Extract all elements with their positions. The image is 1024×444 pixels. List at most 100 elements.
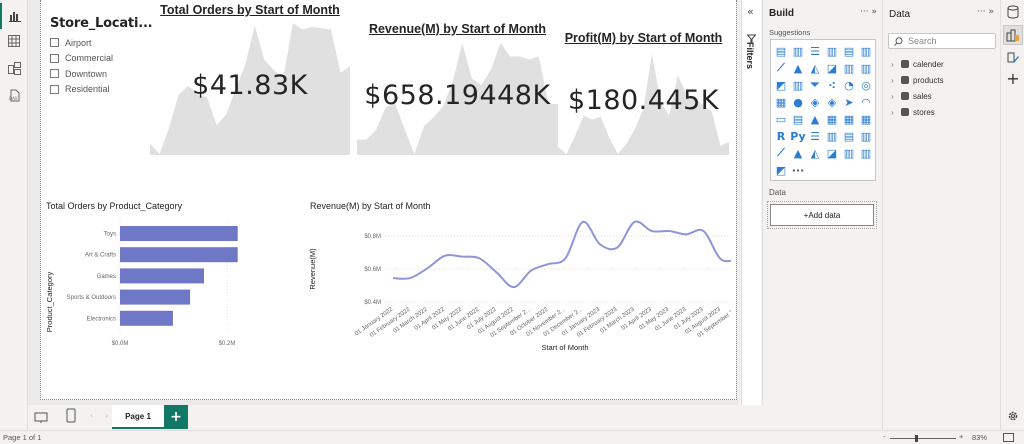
pie-visual-icon[interactable]: ◔ bbox=[844, 78, 854, 92]
gauge-visual-icon[interactable]: ◠ bbox=[861, 95, 871, 109]
kpi-card-profit[interactable]: Profit(M) by Start of Month $180.445K bbox=[558, 0, 729, 155]
donut-visual-icon[interactable]: ◎ bbox=[861, 78, 871, 92]
slicer-option-residential[interactable]: Residential bbox=[50, 82, 152, 98]
previous-page-arrow[interactable]: ‹ bbox=[90, 411, 94, 420]
data-more-options[interactable]: ··· » bbox=[977, 7, 994, 17]
checkbox[interactable] bbox=[50, 53, 59, 63]
stacked-column-visual-icon[interactable]: ▥ bbox=[792, 44, 804, 58]
chevron-right-icon[interactable]: › bbox=[891, 91, 894, 101]
ribbon-visual-icon[interactable]: ◩ bbox=[775, 78, 787, 92]
double-chevron-right-icon[interactable]: » bbox=[871, 7, 877, 17]
funnel-visual-icon[interactable]: ⏷ bbox=[810, 78, 820, 91]
kpi-card-total-orders[interactable]: Total Orders by Start of Month $41.83K bbox=[150, 0, 350, 155]
filled-map-visual-icon[interactable]: ◈ bbox=[810, 95, 820, 109]
table-item-products[interactable]: › products bbox=[891, 75, 944, 85]
data-pane-toggle[interactable] bbox=[1003, 2, 1023, 22]
checkbox[interactable] bbox=[50, 84, 59, 94]
trophy-visual-icon[interactable]: ⟋ bbox=[777, 146, 785, 159]
bar[interactable] bbox=[120, 247, 238, 263]
bar[interactable] bbox=[120, 310, 173, 326]
kpi-visual-icon[interactable]: ▲ bbox=[810, 112, 820, 126]
clustered-column-visual-icon[interactable]: ▥ bbox=[826, 44, 838, 58]
power-apps-visual-icon[interactable]: ◭ bbox=[810, 146, 820, 160]
100-bar-visual-icon[interactable]: ▤ bbox=[843, 44, 855, 58]
R-visual-icon[interactable]: R bbox=[776, 129, 786, 143]
line-clustered-visual-icon[interactable]: ▥ bbox=[860, 61, 872, 75]
more-visual-icon[interactable]: ··· bbox=[791, 163, 805, 177]
desktop-layout-button[interactable] bbox=[34, 409, 48, 432]
line-visual-icon[interactable]: ⟋ bbox=[777, 61, 785, 74]
double-chevron-right-icon[interactable]: » bbox=[988, 7, 994, 17]
slicer-option-downtown[interactable]: Downtown bbox=[50, 66, 152, 82]
chevron-right-icon[interactable]: › bbox=[891, 59, 894, 69]
table-item-sales[interactable]: › sales bbox=[891, 91, 932, 101]
line-column-visual-icon[interactable]: ▥ bbox=[843, 61, 855, 75]
treemap-visual-icon[interactable]: ▦ bbox=[775, 95, 787, 109]
build-more-options[interactable]: ··· » bbox=[860, 7, 877, 17]
report-view-button[interactable] bbox=[0, 3, 28, 29]
settings-gear-icon[interactable] bbox=[1003, 406, 1023, 426]
waterfall-visual-icon[interactable]: ▥ bbox=[792, 78, 804, 92]
zoom-slider[interactable] bbox=[890, 435, 956, 442]
map-visual-icon[interactable]: ● bbox=[793, 95, 803, 109]
table-visual-icon[interactable]: ▦ bbox=[843, 112, 855, 126]
page-tab-page-1[interactable]: Page 1 bbox=[112, 405, 164, 429]
add-data-button[interactable]: +Add data bbox=[767, 201, 877, 229]
more-visuals-visual-icon[interactable]: ◩ bbox=[775, 163, 787, 177]
fit-to-page-button[interactable] bbox=[1003, 433, 1014, 444]
revenue-line[interactable] bbox=[392, 220, 731, 289]
area-visual-icon[interactable]: ▲ bbox=[793, 61, 803, 75]
build-pane-toggle[interactable] bbox=[1003, 25, 1023, 45]
checkbox[interactable] bbox=[50, 38, 59, 48]
dax-query-view-button[interactable]: DAX bbox=[0, 82, 28, 108]
qa-visual-icon[interactable]: ▤ bbox=[843, 129, 855, 143]
Py-visual-icon[interactable]: Py bbox=[790, 129, 806, 143]
mobile-layout-button[interactable] bbox=[66, 408, 76, 427]
add-pane-icon[interactable]: + bbox=[1006, 68, 1020, 88]
line-y-tick-label: $0.6M bbox=[364, 267, 381, 273]
key-influencers-visual-icon[interactable]: ☰ bbox=[810, 129, 820, 143]
card-visual-icon[interactable]: ▭ bbox=[775, 112, 787, 126]
table-item-stores[interactable]: › stores bbox=[891, 107, 935, 117]
data-search-input[interactable]: Search bbox=[888, 33, 996, 49]
100-area-visual-icon[interactable]: ◪ bbox=[826, 61, 838, 75]
clustered-bar-visual-icon[interactable]: ☰ bbox=[810, 44, 820, 58]
matrix-visual-icon[interactable]: ▦ bbox=[860, 112, 872, 126]
bar[interactable] bbox=[120, 289, 191, 305]
chevron-right-icon[interactable]: › bbox=[891, 107, 894, 117]
model-view-button[interactable] bbox=[0, 55, 28, 81]
slicer-option-airport[interactable]: Airport bbox=[50, 35, 152, 51]
paginated-visual-icon[interactable]: ▲ bbox=[793, 146, 803, 160]
bar[interactable] bbox=[120, 268, 204, 284]
slicer-option-commercial[interactable]: Commercial bbox=[50, 51, 152, 67]
checkbox[interactable] bbox=[50, 69, 59, 79]
next-page-arrow[interactable]: › bbox=[105, 411, 109, 420]
100-column-visual-icon[interactable]: ▥ bbox=[860, 44, 872, 58]
add-page-button[interactable]: + bbox=[164, 405, 188, 429]
slicer-visual-icon[interactable]: ▦ bbox=[826, 112, 838, 126]
stacked-bar-visual-icon[interactable]: ▤ bbox=[775, 44, 787, 58]
line-chart[interactable]: Revenue(M) Start of Month $0.4M $0.6M $0.8… bbox=[281, 212, 731, 357]
zoom-out-button[interactable]: - bbox=[883, 432, 886, 441]
format-pane-toggle[interactable] bbox=[1003, 47, 1023, 67]
metrics-visual-icon[interactable]: ▥ bbox=[843, 146, 855, 160]
bar-chart[interactable]: Product_Category $0.0M $0.2M Toys Art & Cra… bbox=[41, 212, 301, 357]
kpi-card-revenue[interactable]: Revenue(M) by Start of Month $658.19448K bbox=[357, 0, 558, 155]
table-view-button[interactable] bbox=[0, 28, 28, 54]
decomposition-tree-visual-icon[interactable]: ▥ bbox=[826, 129, 838, 143]
azure-map-visual-icon[interactable]: ➤ bbox=[844, 95, 854, 109]
smart-narrative-visual-icon[interactable]: ▥ bbox=[860, 129, 872, 143]
zoom-slider-thumb[interactable] bbox=[915, 435, 919, 442]
filters-pane-collapsed[interactable]: « Filters bbox=[741, 0, 761, 405]
chevron-right-icon[interactable]: › bbox=[891, 75, 894, 85]
table-item-calender[interactable]: › calender bbox=[891, 59, 944, 69]
bar[interactable] bbox=[120, 226, 238, 241]
shape-map-visual-icon[interactable]: ◈ bbox=[827, 95, 837, 109]
power-automate-visual-icon[interactable]: ◪ bbox=[826, 146, 838, 160]
double-chevron-left-icon[interactable]: « bbox=[747, 5, 754, 18]
stacked-area-visual-icon[interactable]: ◭ bbox=[810, 61, 820, 75]
shape-visual-icon[interactable]: ▥ bbox=[860, 146, 872, 160]
multi-row-card-visual-icon[interactable]: ▤ bbox=[792, 112, 804, 126]
scatter-visual-icon[interactable]: ⁖ bbox=[828, 78, 836, 92]
zoom-in-button[interactable]: + bbox=[959, 432, 964, 441]
